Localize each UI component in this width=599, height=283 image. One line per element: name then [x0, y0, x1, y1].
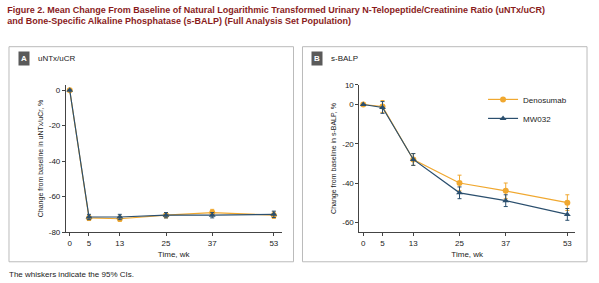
svg-text:53: 53: [269, 239, 278, 248]
svg-text:A: A: [21, 54, 27, 63]
svg-text:5: 5: [87, 239, 92, 248]
svg-text:-60: -60: [49, 192, 61, 201]
svg-text:-40: -40: [49, 157, 61, 166]
svg-text:-40: -40: [342, 179, 354, 188]
svg-text:-80: -80: [49, 228, 61, 237]
svg-text:The whiskers indicate the 95%: The whiskers indicate the 95% CIs.: [9, 270, 134, 279]
svg-text:B: B: [314, 54, 320, 63]
svg-text:Time, wk: Time, wk: [158, 250, 191, 259]
svg-text:37: 37: [208, 239, 217, 248]
svg-text:13: 13: [409, 239, 418, 248]
svg-text:25: 25: [455, 239, 464, 248]
svg-text:-20: -20: [342, 140, 354, 149]
svg-text:10: 10: [345, 81, 354, 90]
svg-text:Denosumab: Denosumab: [523, 96, 567, 105]
svg-text:13: 13: [115, 239, 124, 248]
svg-text:s-BALP: s-BALP: [331, 54, 358, 63]
svg-text:uNTx/uCR: uNTx/uCR: [38, 54, 76, 63]
svg-text:Change from baseline in s-BALP: Change from baseline in s-BALP, %: [330, 103, 338, 214]
svg-text:0: 0: [349, 100, 354, 109]
svg-text:-60: -60: [342, 218, 354, 227]
svg-text:25: 25: [162, 239, 171, 248]
svg-text:53: 53: [563, 239, 572, 248]
svg-text:0: 0: [68, 239, 73, 248]
svg-text:0: 0: [361, 239, 366, 248]
svg-text:Change from baseline in uNTx/u: Change from baseline in uNTx/uCr, %: [37, 100, 45, 218]
svg-text:Figure 2. Mean Change From Bas: Figure 2. Mean Change From Baseline of N…: [7, 5, 545, 27]
svg-text:MW032: MW032: [523, 115, 551, 124]
svg-text:Time, wk: Time, wk: [451, 250, 484, 259]
svg-text:-20: -20: [49, 121, 61, 130]
svg-text:37: 37: [501, 239, 510, 248]
svg-text:5: 5: [380, 239, 385, 248]
svg-text:0: 0: [56, 86, 61, 95]
